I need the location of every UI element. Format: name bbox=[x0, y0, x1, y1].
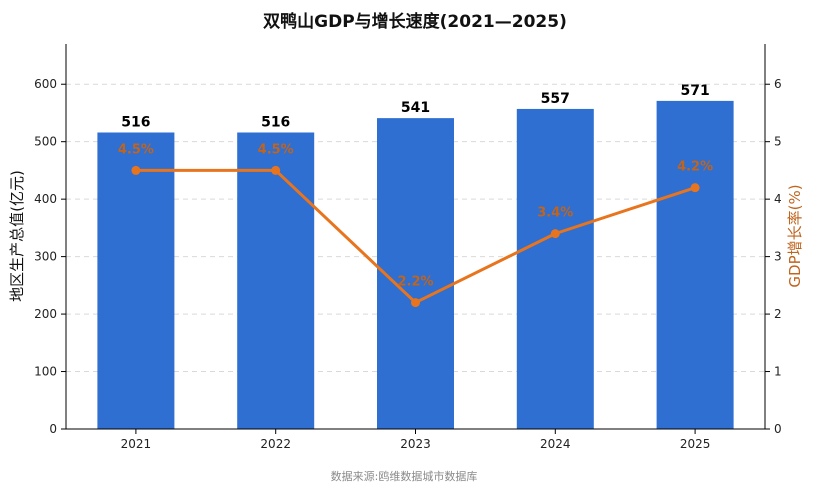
bar bbox=[237, 132, 315, 429]
x-tick-label: 2023 bbox=[400, 437, 431, 451]
line-point bbox=[550, 229, 560, 239]
bar-value-label: 557 bbox=[541, 91, 570, 107]
right-tick-label: 4 bbox=[774, 192, 782, 206]
left-tick-label: 500 bbox=[34, 135, 57, 149]
line-point bbox=[271, 165, 281, 175]
x-tick-label: 2022 bbox=[260, 437, 291, 451]
line-point bbox=[411, 298, 420, 308]
bar bbox=[516, 108, 594, 430]
line-value-label: 2.2% bbox=[397, 275, 433, 290]
line-value-label: 3.4% bbox=[537, 206, 573, 221]
line-series bbox=[131, 165, 700, 308]
x-tick-label: 2024 bbox=[540, 437, 571, 451]
left-tick-label: 100 bbox=[34, 365, 57, 379]
left-axis-title: 地区生产总值(亿元) bbox=[8, 170, 26, 302]
line-point bbox=[690, 183, 700, 193]
bar bbox=[97, 132, 175, 429]
right-tick-label: 3 bbox=[774, 250, 782, 264]
bar-value-label: 516 bbox=[261, 114, 290, 130]
data-source-note: 数据来源:鸥维数据城市数据库 bbox=[331, 469, 478, 483]
right-tick-label: 2 bbox=[774, 307, 782, 321]
x-tick-label: 2025 bbox=[680, 437, 711, 451]
bar-value-label: 541 bbox=[401, 100, 430, 116]
right-axis-title: GDP增长率(%) bbox=[786, 184, 804, 287]
left-tick-label: 0 bbox=[49, 422, 57, 436]
line-point bbox=[131, 165, 141, 175]
line-value-label: 4.2% bbox=[677, 160, 713, 175]
right-tick-label: 1 bbox=[774, 365, 782, 379]
left-tick-label: 600 bbox=[34, 77, 57, 91]
right-tick-label: 5 bbox=[774, 135, 782, 149]
left-tick-label: 400 bbox=[34, 192, 57, 206]
bar-value-label: 516 bbox=[121, 114, 150, 130]
bar-series bbox=[97, 100, 734, 430]
x-tick-label: 2021 bbox=[121, 437, 152, 451]
line-value-label: 4.5% bbox=[118, 142, 154, 157]
left-tick-label: 300 bbox=[34, 250, 57, 264]
chart-title: 双鸭山GDP与增长速度(2021—2025) bbox=[263, 11, 567, 32]
right-tick-label: 6 bbox=[774, 77, 782, 91]
right-tick-label: 0 bbox=[774, 422, 782, 436]
left-tick-label: 200 bbox=[34, 307, 57, 321]
data-labels: 516 516 541 557 571 4.5% 4.5% 2.2% 3.4% 4.2% bbox=[118, 83, 713, 290]
bar-value-label: 571 bbox=[680, 83, 709, 99]
line-value-label: 4.5% bbox=[258, 142, 294, 157]
axes: 0 100 200 300 400 500 600 0 1 2 3 4 5 6 2021 2022 2023 20… bbox=[34, 44, 782, 451]
bar bbox=[656, 100, 734, 429]
bar bbox=[377, 118, 454, 430]
